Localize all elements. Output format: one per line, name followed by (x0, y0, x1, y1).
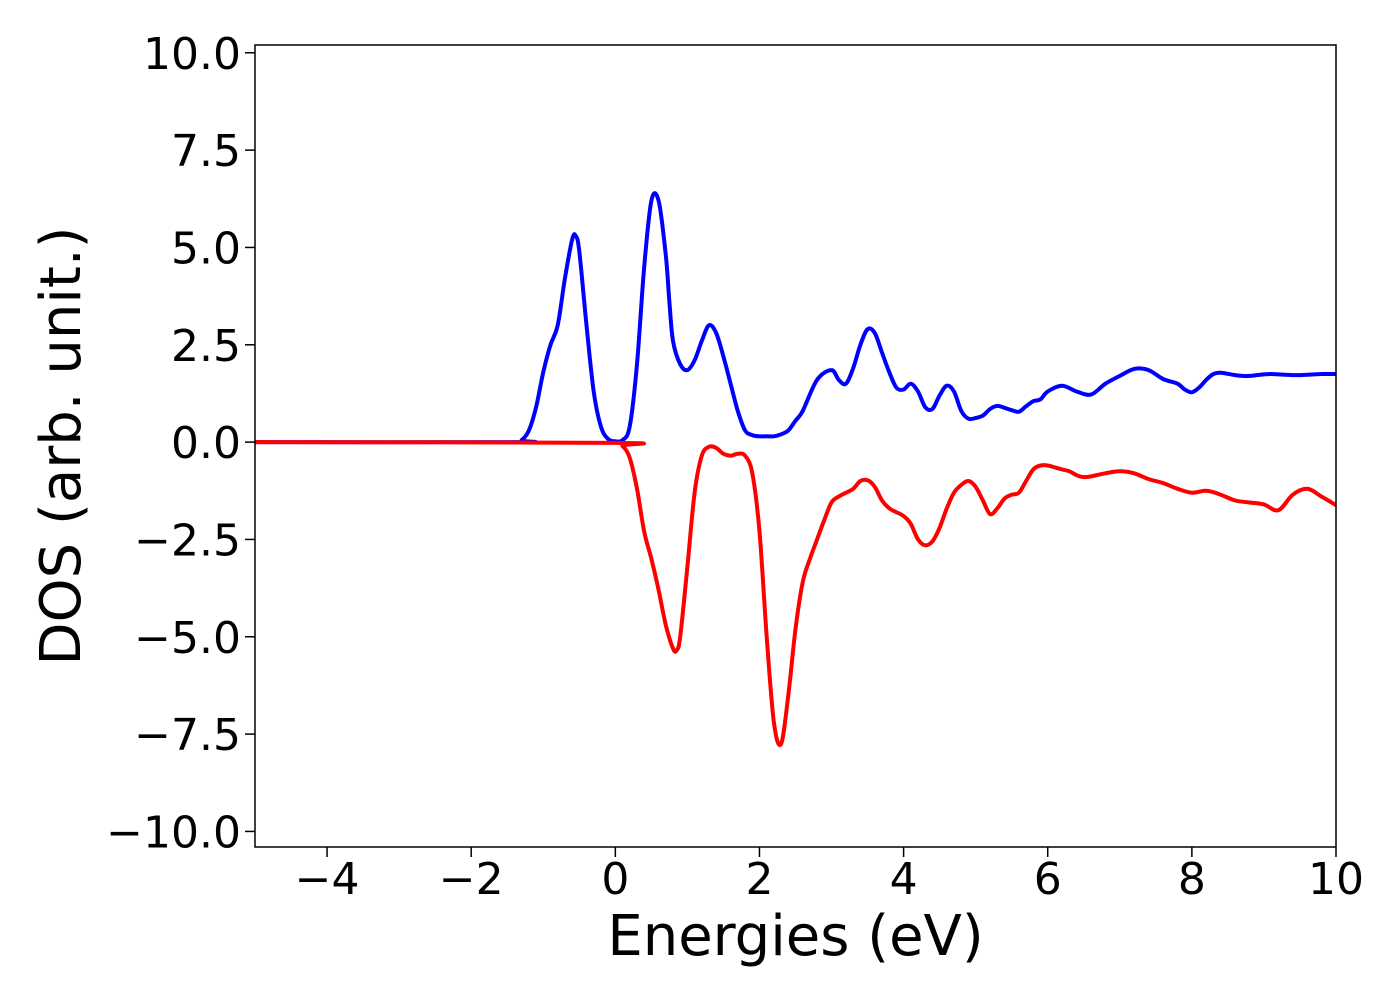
x-axis-label: Energies (eV) (607, 904, 983, 969)
x-tick-label: 0 (601, 854, 629, 905)
x-tick-label: 10 (1308, 854, 1364, 905)
series-layer (255, 191, 1336, 747)
x-tick-label: 6 (1034, 854, 1062, 905)
y-axis-label: DOS (arb. unit.) (29, 226, 94, 665)
y-tick-label: −7.5 (134, 710, 241, 761)
y-tick-label: 7.5 (171, 126, 241, 177)
y-axis-ticks: 10.0 7.5 5.0 2.5 0.0 −2.5 −5.0 −7.5 −10.0 (106, 29, 255, 858)
y-tick-label: −10.0 (106, 807, 241, 858)
x-tick-label: −2 (439, 854, 504, 905)
y-tick-label: 0.0 (171, 418, 241, 469)
y-tick-label: 5.0 (171, 223, 241, 274)
plot-frame (254, 44, 1337, 848)
x-tick-label: 4 (890, 854, 918, 905)
x-tick-label: 8 (1178, 854, 1206, 905)
x-axis-ticks: −4 −2 0 2 4 6 8 10 (295, 847, 1364, 905)
x-tick-label: 2 (745, 854, 773, 905)
y-tick-label: 2.5 (171, 321, 241, 372)
y-tick-label: −2.5 (134, 515, 241, 566)
x-tick-label: −4 (295, 854, 360, 905)
series-line-negative (255, 440, 1336, 747)
y-tick-label: −5.0 (134, 613, 241, 664)
y-tick-label: 10.0 (143, 29, 241, 80)
